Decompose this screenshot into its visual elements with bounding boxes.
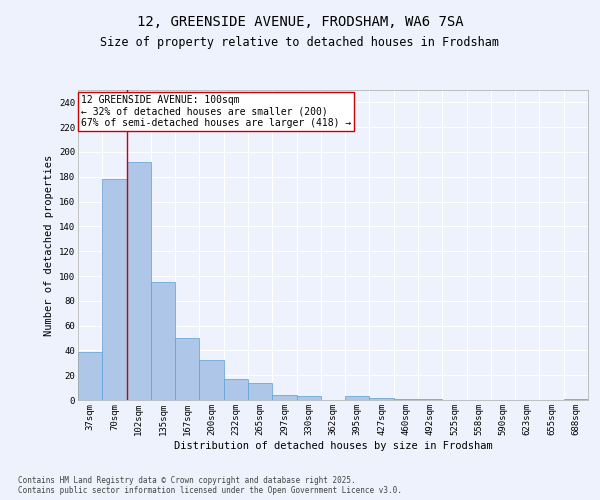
Text: Contains HM Land Registry data © Crown copyright and database right 2025.
Contai: Contains HM Land Registry data © Crown c… [18,476,402,495]
Bar [127,162,151,400]
Text: 12, GREENSIDE AVENUE, FRODSHAM, WA6 7SA: 12, GREENSIDE AVENUE, FRODSHAM, WA6 7SA [137,16,463,30]
Bar [418,399,442,400]
Bar [296,396,321,400]
Bar [224,379,248,400]
Bar [78,352,102,400]
Bar [370,398,394,400]
Bar [394,399,418,400]
Text: Size of property relative to detached houses in Frodsham: Size of property relative to detached ho… [101,36,499,49]
Bar [199,360,224,400]
X-axis label: Distribution of detached houses by size in Frodsham: Distribution of detached houses by size … [173,440,493,450]
Bar [272,395,296,400]
Bar [564,399,588,400]
Bar [102,180,127,400]
Bar [345,396,370,400]
Y-axis label: Number of detached properties: Number of detached properties [44,154,53,336]
Bar [175,338,199,400]
Bar [151,282,175,400]
Text: 12 GREENSIDE AVENUE: 100sqm
← 32% of detached houses are smaller (200)
67% of se: 12 GREENSIDE AVENUE: 100sqm ← 32% of det… [80,94,351,128]
Bar [248,382,272,400]
